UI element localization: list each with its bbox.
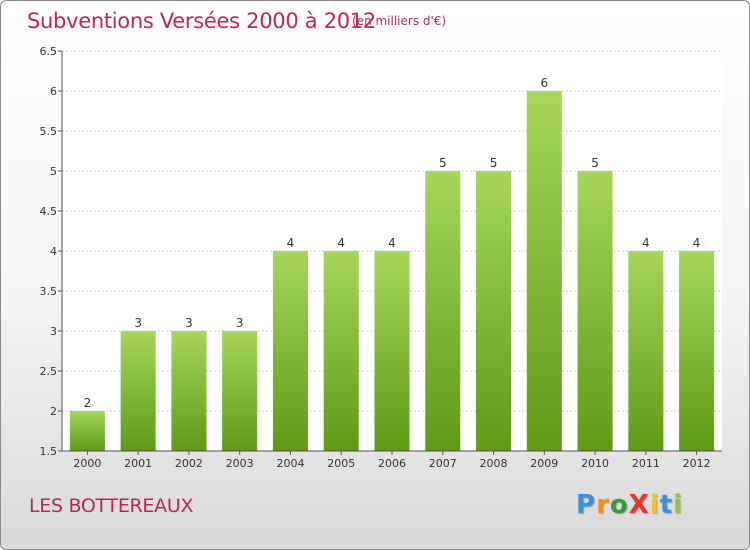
logo-letter: o xyxy=(609,490,629,520)
data-label: 2 xyxy=(84,396,92,410)
data-label: 5 xyxy=(490,156,498,170)
proxiti-logo: ProXiti xyxy=(576,490,683,520)
data-label: 5 xyxy=(439,156,447,170)
x-tick-label: 2004 xyxy=(276,457,304,470)
x-tick-label: 2001 xyxy=(124,457,152,470)
y-tick-label: 4 xyxy=(50,245,57,258)
data-label: 4 xyxy=(642,236,650,250)
x-tick-label: 2009 xyxy=(530,457,558,470)
logo-letter: P xyxy=(576,490,597,520)
bar-2003 xyxy=(222,331,258,451)
data-label: 4 xyxy=(693,236,701,250)
axes: 1.5 2 2.5 3 3.5 4 4.5 5 5.5 6 6.5 2000 2001 2002 2003 2… xyxy=(40,45,722,470)
y-tick-label: 2.5 xyxy=(40,365,58,378)
x-tick-label: 2003 xyxy=(226,457,254,470)
y-tick-label: 5 xyxy=(50,165,57,178)
bar-2000 xyxy=(69,411,105,451)
y-tick-label: 6.5 xyxy=(40,45,58,58)
logo-letter: r xyxy=(596,490,610,520)
x-tick-label: 2005 xyxy=(327,457,355,470)
x-tick-label: 2011 xyxy=(632,457,660,470)
bar-2004 xyxy=(272,251,308,451)
x-tick-label: 2006 xyxy=(378,457,406,470)
logo-letter: i xyxy=(649,490,660,520)
y-tick-label: 5.5 xyxy=(40,125,58,138)
data-label: 4 xyxy=(388,236,396,250)
bar-2009 xyxy=(526,91,562,451)
data-label: 3 xyxy=(134,316,142,330)
bar-2001 xyxy=(120,331,156,451)
y-tick-label: 6 xyxy=(50,85,57,98)
chart-title: Subventions Versées 2000 à 2012 xyxy=(27,9,376,33)
data-label: 5 xyxy=(591,156,599,170)
x-tick-label: 2010 xyxy=(581,457,609,470)
data-label: 3 xyxy=(236,316,244,330)
bar-2012 xyxy=(679,251,715,451)
bar-2008 xyxy=(476,171,512,451)
y-tick-label: 2 xyxy=(50,405,57,418)
x-tick-label: 2002 xyxy=(175,457,203,470)
y-tick-label: 3 xyxy=(50,325,57,338)
logo-letter: t xyxy=(659,490,674,520)
data-label: 4 xyxy=(287,236,295,250)
y-tick-label: 4.5 xyxy=(40,205,58,218)
data-label: 6 xyxy=(540,76,548,90)
logo-letter: i xyxy=(673,490,684,520)
commune-name: LES BOTTEREAUX xyxy=(29,495,194,517)
x-tick-label: 2000 xyxy=(73,457,101,470)
chart-unit: (en milliers d'€) xyxy=(352,14,447,28)
bar-2007 xyxy=(425,171,461,451)
x-tick-label: 2012 xyxy=(683,457,711,470)
bar-2002 xyxy=(171,331,207,451)
bar-2010 xyxy=(577,171,613,451)
bar-2005 xyxy=(323,251,359,451)
y-tick-label: 1.5 xyxy=(40,445,58,458)
logo-letter: X xyxy=(628,490,650,520)
bars: 2 3 3 3 4 4 4 5 5 6 5 4 4 xyxy=(69,76,715,451)
data-label: 3 xyxy=(185,316,193,330)
bar-2011 xyxy=(628,251,664,451)
x-tick-label: 2007 xyxy=(429,457,457,470)
x-tick-label: 2008 xyxy=(480,457,508,470)
data-label: 4 xyxy=(337,236,345,250)
y-tick-label: 3.5 xyxy=(40,285,58,298)
bar-2006 xyxy=(374,251,410,451)
